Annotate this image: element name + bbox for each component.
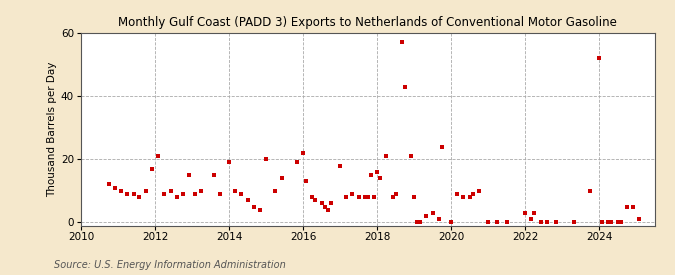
Point	[427, 211, 438, 215]
Point	[347, 192, 358, 196]
Point	[223, 160, 234, 164]
Point	[520, 211, 531, 215]
Point	[406, 154, 416, 158]
Point	[606, 220, 617, 225]
Point	[165, 189, 176, 193]
Point	[122, 192, 133, 196]
Point	[115, 189, 126, 193]
Point	[362, 195, 373, 199]
Point	[316, 201, 327, 206]
Point	[483, 220, 493, 225]
Point	[270, 189, 281, 193]
Point	[353, 195, 364, 199]
Point	[603, 220, 614, 225]
Point	[335, 163, 346, 168]
Point	[390, 192, 401, 196]
Point	[372, 170, 383, 174]
Point	[433, 217, 444, 221]
Point	[298, 151, 308, 155]
Point	[190, 192, 200, 196]
Point	[612, 220, 623, 225]
Point	[215, 192, 225, 196]
Point	[146, 166, 157, 171]
Point	[381, 154, 392, 158]
Point	[300, 179, 311, 183]
Point	[230, 189, 241, 193]
Point	[134, 195, 145, 199]
Text: Source: U.S. Energy Information Administration: Source: U.S. Energy Information Administ…	[54, 260, 286, 270]
Point	[628, 204, 639, 209]
Point	[409, 195, 420, 199]
Point	[551, 220, 562, 225]
Point	[437, 144, 448, 149]
Point	[184, 173, 194, 177]
Point	[140, 189, 151, 193]
Point	[585, 189, 595, 193]
Point	[421, 214, 432, 218]
Point	[502, 220, 512, 225]
Point	[616, 220, 626, 225]
Point	[236, 192, 246, 196]
Y-axis label: Thousand Barrels per Day: Thousand Barrels per Day	[47, 62, 57, 197]
Point	[208, 173, 219, 177]
Point	[594, 56, 605, 60]
Point	[492, 220, 503, 225]
Point	[415, 220, 426, 225]
Point	[375, 176, 385, 180]
Point	[307, 195, 318, 199]
Point	[242, 198, 253, 202]
Point	[396, 40, 407, 45]
Point	[254, 208, 265, 212]
Point	[452, 192, 463, 196]
Point	[319, 204, 330, 209]
Point	[535, 220, 546, 225]
Point	[323, 208, 333, 212]
Point	[474, 189, 485, 193]
Point	[387, 195, 398, 199]
Point	[276, 176, 287, 180]
Point	[325, 201, 336, 206]
Point	[622, 204, 632, 209]
Point	[458, 195, 468, 199]
Point	[153, 154, 163, 158]
Point	[365, 173, 376, 177]
Point	[529, 211, 540, 215]
Point	[369, 195, 379, 199]
Title: Monthly Gulf Coast (PADD 3) Exports to Netherlands of Conventional Motor Gasolin: Monthly Gulf Coast (PADD 3) Exports to N…	[118, 16, 618, 29]
Point	[109, 185, 120, 190]
Point	[341, 195, 352, 199]
Point	[464, 195, 475, 199]
Point	[597, 220, 608, 225]
Point	[526, 217, 537, 221]
Point	[292, 160, 302, 164]
Point	[178, 192, 188, 196]
Point	[103, 182, 114, 187]
Point	[248, 204, 259, 209]
Point	[128, 192, 139, 196]
Point	[446, 220, 456, 225]
Point	[360, 195, 371, 199]
Point	[171, 195, 182, 199]
Point	[196, 189, 207, 193]
Point	[634, 217, 645, 221]
Point	[159, 192, 169, 196]
Point	[569, 220, 580, 225]
Point	[541, 220, 552, 225]
Point	[400, 84, 410, 89]
Point	[261, 157, 271, 161]
Point	[412, 220, 423, 225]
Point	[310, 198, 321, 202]
Point	[467, 192, 478, 196]
